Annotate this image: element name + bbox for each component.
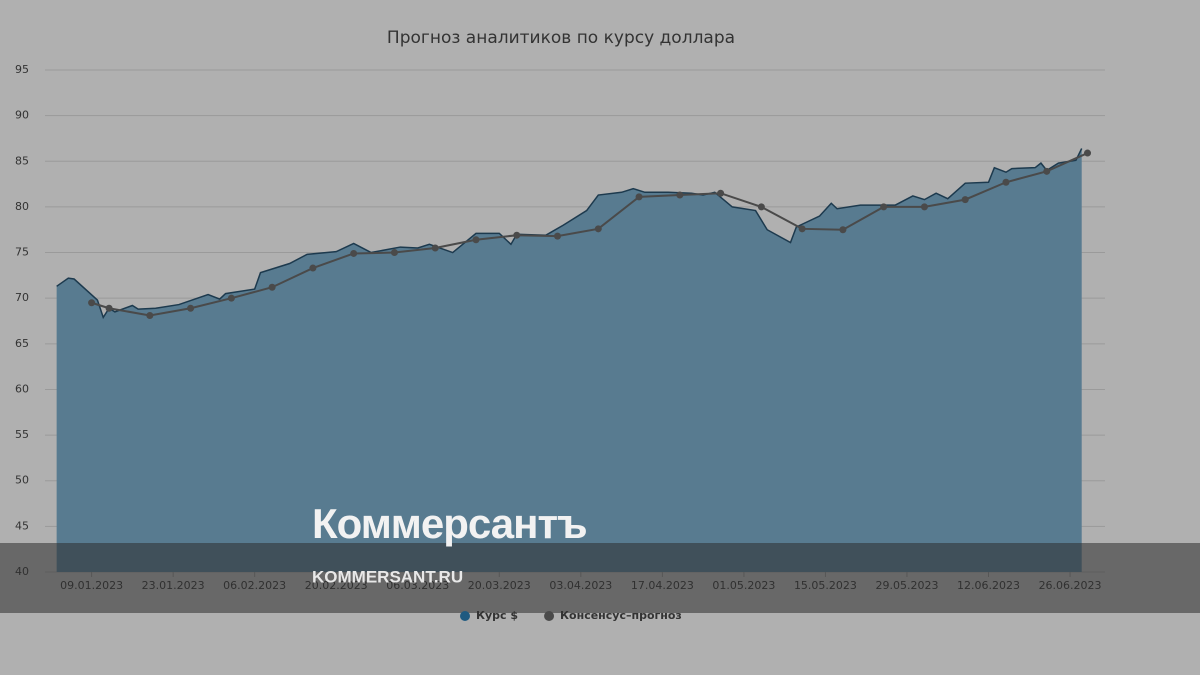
legend-item: Консенсус–прогноз [544, 609, 682, 622]
point [88, 299, 96, 307]
point [472, 236, 480, 244]
area-outline [56, 148, 1083, 320]
point [146, 312, 154, 320]
chart-title: Прогноз аналитиков по курсу доллара [387, 28, 735, 48]
point [1043, 167, 1051, 175]
point [717, 189, 725, 197]
point [635, 193, 643, 201]
point [268, 283, 276, 291]
point [798, 225, 806, 233]
point [920, 203, 928, 211]
legend-label: Курс $ [476, 609, 518, 622]
legend-label: Консенсус–прогноз [560, 609, 682, 622]
watermark-brand: Коммерсантъ [312, 500, 587, 547]
point [676, 191, 684, 199]
y-tick-label: 50 [15, 474, 29, 487]
watermark-site: KOMMERSANT.RU [312, 567, 463, 586]
y-tick-label: 55 [15, 428, 29, 441]
point [513, 231, 521, 239]
point [187, 304, 195, 312]
y-tick-label: 75 [15, 246, 29, 259]
point [880, 203, 888, 211]
point [961, 196, 969, 204]
point [309, 264, 317, 272]
watermark-band [0, 543, 1200, 613]
point [1002, 178, 1010, 186]
point [431, 244, 439, 252]
legend-item: Курс $ [460, 609, 518, 622]
line [91, 152, 1088, 317]
y-tick-label: 65 [15, 337, 29, 350]
point [105, 304, 113, 312]
y-tick-label: 70 [15, 291, 29, 304]
point [554, 232, 562, 240]
point [757, 203, 765, 211]
legend-marker [544, 611, 555, 621]
y-tick-label: 90 [15, 109, 29, 122]
y-tick-label: 85 [15, 154, 29, 167]
point [390, 249, 398, 257]
point [350, 249, 358, 257]
y-tick-label: 60 [15, 382, 29, 395]
point [1084, 149, 1092, 157]
legend-marker [460, 611, 470, 621]
point [227, 294, 235, 302]
y-tick-label: 80 [15, 200, 29, 213]
point [594, 225, 602, 233]
y-tick-label: 45 [15, 519, 29, 532]
y-tick-label: 95 [15, 63, 29, 76]
point [839, 226, 847, 234]
